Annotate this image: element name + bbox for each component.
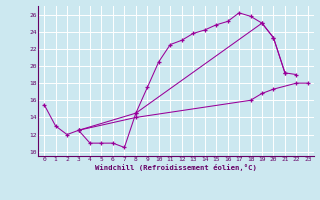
X-axis label: Windchill (Refroidissement éolien,°C): Windchill (Refroidissement éolien,°C) [95, 164, 257, 171]
